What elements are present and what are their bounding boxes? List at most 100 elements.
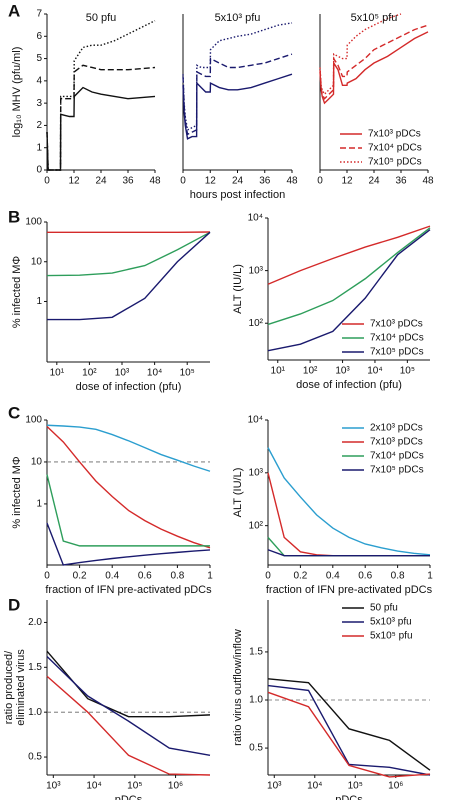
x-tick-label: 0.2 — [293, 571, 307, 582]
x-tick-label: 1 — [207, 571, 213, 582]
x-axis-label: pDCs — [115, 794, 143, 800]
x-tick-label: 10⁴ — [367, 366, 382, 377]
y-tick-label: 100 — [25, 415, 42, 426]
data-line — [46, 64, 156, 171]
x-tick-label: 36 — [395, 176, 407, 187]
chart-title: 5x10³ pfu — [215, 12, 261, 24]
x-tick-label: 10³ — [335, 366, 350, 377]
x-tick-label: 10⁶ — [168, 781, 183, 792]
x-tick-label: 10⁵ — [127, 781, 142, 792]
y-tick-label: 10 — [31, 256, 43, 267]
x-tick-label: 0 — [317, 176, 323, 187]
x-tick-label: 12 — [341, 176, 353, 187]
x-tick-label: 12 — [205, 176, 217, 187]
x-tick-label: 0 — [265, 571, 271, 582]
data-line — [46, 425, 211, 549]
y-tick-label: 1.5 — [28, 662, 42, 673]
data-line — [46, 650, 211, 718]
legend-label: 7x10⁴ pDCs — [370, 333, 424, 344]
x-tick-label: 10⁶ — [388, 781, 403, 792]
data-line — [46, 656, 211, 756]
x-tick-label: 0.4 — [326, 571, 340, 582]
x-axis-label: dose of infection (pfu) — [76, 381, 182, 393]
x-tick-label: 10⁵ — [348, 781, 363, 792]
data-line — [267, 691, 431, 778]
y-tick-label: 10⁴ — [248, 213, 263, 224]
legend-label: 7x10⁴ pDCs — [368, 143, 422, 154]
y-tick-label: 5 — [36, 53, 42, 64]
y-tick-label: 7 — [36, 9, 42, 20]
x-tick-label: 36 — [259, 176, 271, 187]
x-tick-label: 10³ — [46, 781, 61, 792]
x-tick-label: 48 — [149, 176, 161, 187]
legend-label: 7x10³ pDCs — [370, 319, 423, 330]
x-tick-label: 48 — [286, 176, 298, 187]
data-line — [182, 73, 293, 140]
x-tick-label: 10³ — [267, 781, 282, 792]
x-tick-label: 10¹ — [271, 366, 286, 377]
y-axis-label: ALT (IU/L) — [232, 264, 244, 314]
x-axis-label: hours post infection — [190, 189, 285, 201]
panel-label: B — [8, 207, 20, 226]
legend-label: 50 pfu — [370, 603, 398, 614]
legend-label: 7x10³ pDCs — [368, 129, 421, 140]
legend-label: 7x10⁴ pDCs — [370, 451, 424, 462]
legend-label: 7x10⁵ pDCs — [368, 157, 422, 168]
y-tick-label: 1 — [36, 499, 42, 510]
y-axis-label: eliminated virus — [15, 649, 27, 726]
data-line — [319, 13, 402, 96]
y-tick-label: 1.0 — [28, 707, 42, 718]
y-tick-label: 4 — [36, 75, 42, 86]
y-tick-label: 1 — [36, 296, 42, 307]
data-line — [46, 20, 156, 171]
y-axis-label: ratio produced/ — [3, 650, 15, 724]
x-axis-label: dose of infection (pfu) — [296, 379, 402, 391]
y-tick-label: 2 — [36, 120, 42, 131]
x-tick-label: 10² — [303, 366, 318, 377]
x-tick-label: 10¹ — [50, 368, 65, 379]
chart-title: 50 pfu — [86, 12, 117, 24]
data-line — [319, 31, 429, 105]
y-tick-label: 10² — [249, 520, 264, 531]
x-tick-label: 0 — [44, 571, 50, 582]
data-line — [46, 231, 211, 277]
y-axis-label: ratio virus outflow/inflow — [232, 629, 244, 746]
data-line — [46, 424, 211, 472]
y-axis-label: % infected MΦ — [11, 256, 23, 329]
x-axis-label: fraction of IFN pre-activated pDCs — [45, 584, 212, 596]
chart-title: 5x10⁵ pfu — [351, 12, 398, 24]
x-tick-label: 48 — [422, 176, 434, 187]
y-tick-label: 2.0 — [28, 617, 42, 628]
y-axis-label: log₁₀ MHV (pfu/ml) — [11, 47, 23, 138]
y-tick-label: 6 — [36, 31, 42, 42]
panel-label: A — [8, 1, 20, 20]
y-tick-label: 10² — [249, 318, 264, 329]
data-line — [267, 227, 431, 326]
y-tick-label: 10³ — [249, 467, 264, 478]
y-tick-label: 0.5 — [249, 743, 263, 754]
data-line — [46, 522, 211, 566]
data-line — [47, 231, 211, 321]
legend-label: 5x10³ pfu — [370, 617, 412, 628]
data-line — [267, 684, 431, 776]
data-line — [267, 549, 430, 557]
y-tick-label: 0.5 — [28, 752, 42, 763]
x-tick-label: 0.4 — [105, 571, 119, 582]
data-line — [182, 22, 293, 131]
y-axis-label: % infected MΦ — [11, 456, 23, 529]
x-tick-label: 0.8 — [391, 571, 405, 582]
x-tick-label: 24 — [232, 176, 244, 187]
y-tick-label: 3 — [36, 98, 42, 109]
legend-label: 7x10⁵ pDCs — [370, 347, 424, 358]
legend-label: 7x10³ pDCs — [370, 437, 423, 448]
x-tick-label: 12 — [68, 176, 80, 187]
x-tick-label: 0.2 — [73, 571, 87, 582]
y-tick-label: 0 — [36, 165, 42, 176]
legend-label: 2x10³ pDCs — [370, 423, 423, 434]
y-tick-label: 10 — [31, 457, 43, 468]
x-tick-label: 0.6 — [358, 571, 372, 582]
x-tick-label: 10⁴ — [307, 781, 322, 792]
x-tick-label: 1 — [427, 571, 433, 582]
x-tick-label: 10³ — [115, 368, 130, 379]
